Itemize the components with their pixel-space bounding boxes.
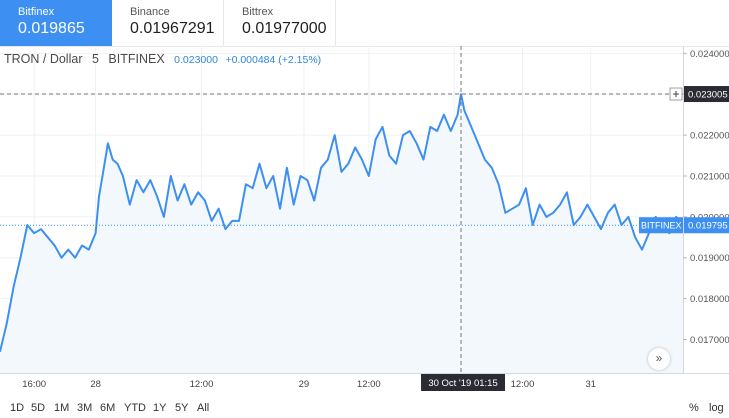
series-line bbox=[0, 93, 684, 352]
exchange-price: 0.01967291 bbox=[130, 20, 215, 37]
crosshair-price-bg bbox=[684, 86, 729, 103]
timeframe-1d[interactable]: 1D bbox=[10, 402, 25, 414]
timeframe-5d[interactable]: 5D bbox=[31, 402, 46, 414]
time-axis-label: 12:00 bbox=[357, 379, 381, 390]
crosshair-time-bg bbox=[421, 374, 506, 391]
timeframe-all[interactable]: All bbox=[197, 402, 210, 414]
price-axis-label: 0.019000 bbox=[690, 253, 729, 264]
symbol-interval: 5 bbox=[91, 52, 99, 66]
timeframe-1y[interactable]: 1Y bbox=[153, 402, 167, 414]
last-price-exchange-bg bbox=[639, 217, 683, 234]
last-price-value-bg bbox=[684, 217, 729, 234]
time-axis-label: 12:00 bbox=[511, 379, 535, 390]
crosshair-price-text: 0.023005 bbox=[688, 90, 728, 101]
time-axis-label: 29 bbox=[299, 379, 310, 390]
timeframe-ytd[interactable]: YTD bbox=[124, 402, 146, 414]
price-axis-label: 0.024000 bbox=[690, 49, 729, 60]
symbol-header: TRON / Dollar 5 BITFINEX 0.023000 +0.000… bbox=[4, 52, 321, 66]
last-price-value-label: 0.019795 bbox=[688, 221, 728, 232]
exchange-tab-binance[interactable]: Binance 0.01967291 bbox=[112, 0, 224, 46]
exchange-name: Binance bbox=[130, 6, 170, 18]
time-axis-label: 16:00 bbox=[22, 379, 46, 390]
symbol-change: +0.000484 (+2.15%) bbox=[225, 54, 322, 66]
symbol-name: TRON / Dollar bbox=[4, 52, 83, 66]
timeframe-bar: 1D 5D 1M 3M 6M YTD 1Y 5Y All % log bbox=[0, 396, 729, 418]
time-axis-label: 31 bbox=[586, 379, 597, 390]
log-scale-toggle[interactable]: log bbox=[709, 402, 724, 414]
timeframe-1m[interactable]: 1M bbox=[54, 402, 70, 414]
exchange-tabs: Bitfinex 0.019865 Binance 0.01967291 Bit… bbox=[0, 0, 729, 47]
symbol-exchange: BITFINEX bbox=[108, 52, 165, 66]
timeframe-3m[interactable]: 3M bbox=[77, 402, 93, 414]
exchange-tab-bittrex[interactable]: Bittrex 0.01977000 bbox=[224, 0, 336, 46]
time-axis-label: 12:00 bbox=[190, 379, 214, 390]
exchange-price: 0.01977000 bbox=[242, 20, 327, 37]
price-axis-label: 0.018000 bbox=[690, 294, 729, 305]
plus-icon bbox=[669, 87, 683, 101]
price-axis-label: 0.021000 bbox=[690, 171, 729, 182]
percent-scale-toggle[interactable]: % bbox=[689, 402, 699, 414]
price-axis-label: 0.022000 bbox=[690, 131, 729, 142]
price-axis-label: 0.017000 bbox=[690, 335, 729, 346]
price-chart[interactable]: 0.0240000.0230000.0220000.0210000.020000… bbox=[0, 46, 729, 396]
timeframe-5y[interactable]: 5Y bbox=[175, 402, 189, 414]
series-area-fill bbox=[0, 94, 683, 373]
exchange-tab-bitfinex[interactable]: Bitfinex 0.019865 bbox=[0, 0, 112, 46]
exchange-price: 0.019865 bbox=[18, 20, 85, 37]
crosshair-time-text: 30 Oct '19 01:15 bbox=[428, 378, 497, 389]
time-axis-label: 28 bbox=[90, 379, 101, 390]
exchange-name: Bitfinex bbox=[18, 6, 55, 18]
exchange-name: Bittrex bbox=[242, 6, 274, 18]
last-price-exchange-label: BITFINEX bbox=[641, 221, 682, 231]
crosshair-price-label: 0.023005 bbox=[684, 86, 729, 103]
timeframe-6m[interactable]: 6M bbox=[100, 402, 116, 414]
crosshair-time-label: 30 Oct '19 01:15 bbox=[421, 374, 506, 391]
symbol-last-price: 0.023000 bbox=[174, 54, 218, 66]
double-chevron-right-icon[interactable]: » bbox=[648, 348, 670, 370]
